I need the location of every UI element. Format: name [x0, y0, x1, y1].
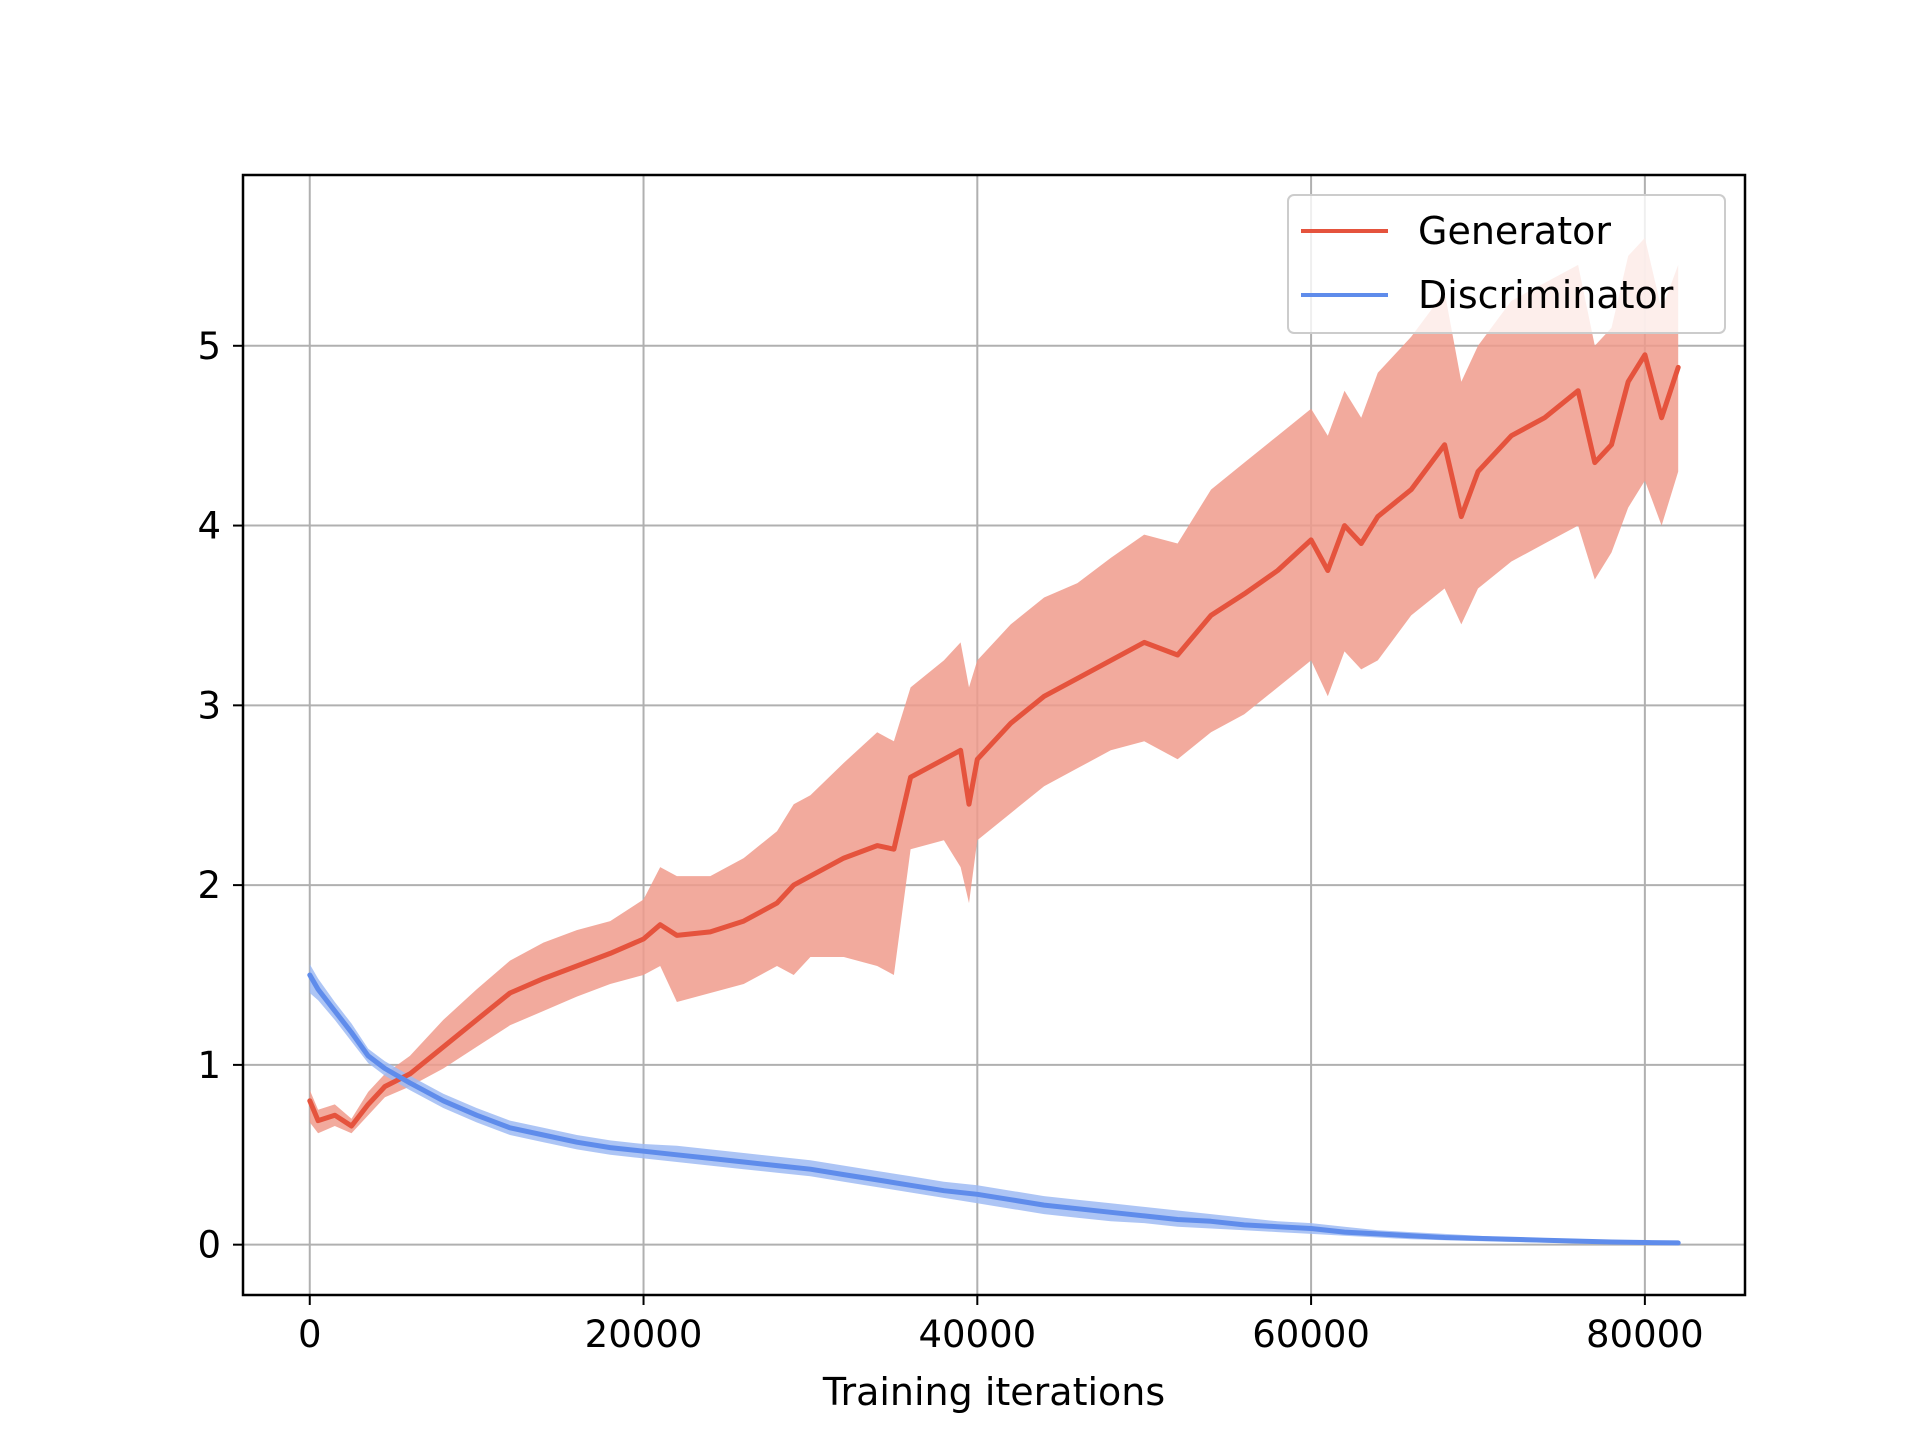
series-lines: [307, 352, 1681, 1246]
y-tick-label-5: 5: [197, 325, 221, 368]
y-tick-label-3: 3: [197, 684, 221, 727]
plot-frame: [241, 173, 1747, 1297]
x-tick-label-3: 60000: [1252, 1313, 1370, 1356]
generator-band: [309, 237, 1679, 1134]
y-axis-ticks: 0 1 2 3 4 5: [197, 325, 243, 1267]
legend-label-discriminator: Discriminator: [1418, 273, 1674, 317]
legend: Generator Discriminator: [1287, 194, 1726, 334]
x-axis-ticks: 0 20000 40000 60000 80000: [298, 1295, 1704, 1356]
x-tick-label-4: 80000: [1586, 1313, 1704, 1356]
legend-label-generator: Generator: [1418, 209, 1611, 253]
x-tick-label-2: 40000: [918, 1313, 1036, 1356]
legend-box: [1287, 194, 1726, 334]
x-axis-label: Training iterations: [822, 1370, 1165, 1414]
x-tick-label-1: 20000: [585, 1313, 703, 1356]
variance-bands: [309, 237, 1679, 1244]
x-tick-label-0: 0: [298, 1313, 322, 1356]
y-tick-label-1: 1: [197, 1044, 221, 1087]
y-tick-label-4: 4: [197, 505, 221, 548]
generator-line: [307, 352, 1681, 1129]
y-tick-label-2: 2: [197, 864, 221, 907]
y-tick-label-0: 0: [197, 1224, 221, 1267]
discriminator-line: [307, 972, 1681, 1246]
